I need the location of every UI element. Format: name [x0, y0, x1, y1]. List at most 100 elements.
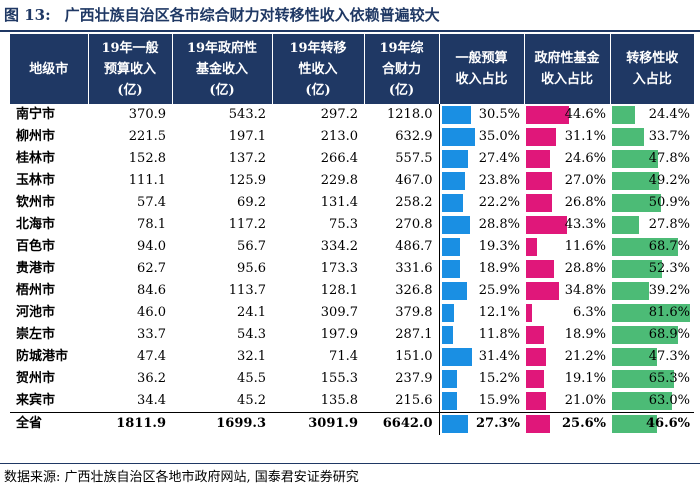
p-transfer-cell: 63.0%: [610, 390, 694, 413]
header-line: 转移性收: [626, 51, 679, 66]
table-row: 南宁市 370.9 543.2 297.2 1218.0 30.5% 44.6% 24.4%: [10, 104, 694, 126]
header-line: 合财力: [381, 61, 421, 77]
table-row: 来宾市 34.4 45.2 135.8 215.6 15.9% 21.0% 63.0%: [10, 390, 694, 413]
header-row: 地级市 19年一般 预算收入 (亿) 19年政府性 基金收入 (亿) 19年转移 性收入 (亿) 1…: [10, 34, 694, 104]
percent-value: 25.6%: [561, 416, 606, 431]
percent-value: 33.7%: [648, 129, 690, 144]
city-cell: 崇左市: [16, 327, 56, 342]
transfer-cell: 131.4: [320, 195, 358, 210]
percent-bar: [526, 260, 554, 278]
table-row: 钦州市 57.4 69.2 131.4 258.2 22.2% 26.8% 50.9%: [10, 192, 694, 214]
fund-cell: 69.2: [237, 195, 266, 210]
percent-bar: [526, 194, 552, 212]
p-fund-cell: 6.3%: [524, 302, 610, 324]
header-line: 收入占比: [540, 72, 593, 87]
total-row: 全省 1811.9 1699.3 3091.9 6642.0 27.3% 25.6% 46.6…: [10, 412, 694, 435]
column-header-5: 一般预算 收入占比: [439, 34, 525, 104]
total-cell: 6642.0: [364, 412, 440, 435]
general-cell: 47.4: [137, 349, 166, 364]
percent-value: 27.3%: [475, 416, 520, 431]
percent-bar: [526, 128, 556, 146]
header-line: 政府性基金: [534, 51, 600, 66]
percent-bar: [612, 304, 690, 322]
percent-bar: [612, 415, 657, 433]
percent-bar: [441, 415, 468, 433]
city-cell: 南宁市: [16, 107, 56, 122]
p-general-cell: 22.2%: [439, 192, 524, 214]
figure-title-text: 广西壮族自治区各市综合财力对转移性收入依赖普遍较大: [64, 6, 440, 24]
city-cell: 贵港市: [16, 261, 56, 276]
percent-bar: [526, 216, 567, 234]
column-header-2: 19年政府性 基金收入 (亿): [172, 34, 273, 104]
p-fund-cell: 34.8%: [524, 280, 610, 302]
transfer-cell: 297.2: [320, 107, 358, 122]
transfer-cell: 173.3: [320, 261, 358, 276]
general-cell: 111.1: [128, 173, 166, 188]
p-transfer-cell: 33.7%: [610, 126, 694, 148]
percent-value: 31.1%: [564, 129, 606, 144]
city-cell: 百色市: [16, 239, 56, 254]
header-line: (亿): [388, 82, 415, 98]
general-cell: 34.4: [137, 393, 166, 408]
percent-value: 68.7%: [648, 239, 690, 254]
column-header-6: 政府性基金 收入占比: [524, 34, 611, 104]
percent-bar: [612, 106, 635, 124]
percent-value: 46.6%: [645, 416, 690, 431]
percent-bar: [441, 238, 460, 256]
fund-cell: 54.3: [237, 327, 266, 342]
fund-cell: 125.9: [228, 173, 266, 188]
percent-value: 47.3%: [648, 349, 690, 364]
percent-value: 50.9%: [648, 195, 690, 210]
transfer-cell: 128.1: [320, 283, 358, 298]
transfer-cell: 155.3: [320, 371, 358, 386]
p-general-cell: 27.3%: [439, 412, 524, 435]
city-cell: 河池市: [16, 305, 56, 320]
p-transfer-cell: 46.6%: [610, 412, 694, 435]
fund-cell: 197.1: [228, 129, 266, 144]
percent-bar: [612, 194, 661, 212]
percent-value: 27.4%: [478, 151, 520, 166]
p-transfer-cell: 47.3%: [610, 346, 694, 368]
percent-value: 47.8%: [648, 151, 690, 166]
table-row: 河池市 46.0 24.1 309.7 379.8 12.1% 6.3% 81.6%: [10, 302, 694, 324]
p-transfer-cell: 39.2%: [610, 280, 694, 302]
percent-bar: [526, 304, 532, 322]
percent-bar: [526, 282, 559, 300]
column-header-0: 地级市: [10, 34, 89, 104]
percent-value: 25.9%: [478, 283, 520, 298]
table-row: 百色市 94.0 56.7 334.2 486.7 19.3% 11.6% 68.7%: [10, 236, 694, 258]
p-fund-cell: 19.1%: [524, 368, 610, 390]
top-rule: [0, 30, 700, 32]
source-note: 数据来源: 广西壮族自治区各地市政府网站, 国泰君安证券研究: [4, 470, 359, 485]
percent-bar: [441, 216, 470, 234]
general-cell: 33.7: [137, 327, 166, 342]
total-cell: 215.6: [364, 390, 440, 413]
percent-value: 81.6%: [648, 305, 690, 320]
total-cell: 379.8: [364, 302, 440, 324]
percent-value: 21.2%: [564, 349, 606, 364]
transfer-cell: 71.4: [329, 349, 358, 364]
p-fund-cell: 21.2%: [524, 346, 610, 368]
p-general-cell: 27.4%: [439, 148, 524, 170]
percent-bar: [526, 238, 537, 256]
percent-value: 15.2%: [478, 371, 520, 386]
total-cell: 486.7: [364, 236, 440, 258]
transfer-cell: 213.0: [320, 129, 358, 144]
general-cell: 94.0: [137, 239, 166, 254]
transfer-cell: 135.8: [320, 393, 358, 408]
header-line: 19年综: [379, 40, 424, 56]
header-line: (亿): [117, 82, 143, 98]
p-fund-cell: 27.0%: [524, 170, 610, 192]
header-line: 一般预算: [455, 51, 508, 66]
percent-value: 12.1%: [478, 305, 520, 320]
percent-bar: [441, 326, 453, 344]
percent-bar: [612, 216, 639, 234]
header-line: 性收入: [298, 61, 338, 77]
transfer-cell: 266.4: [320, 151, 358, 166]
percent-value: 11.6%: [564, 239, 606, 254]
percent-value: 49.2%: [648, 173, 690, 188]
general-cell: 370.9: [128, 107, 166, 122]
p-general-cell: 19.3%: [439, 236, 524, 258]
total-cell: 258.2: [364, 192, 440, 214]
column-header-7: 转移性收 入占比: [610, 34, 694, 104]
